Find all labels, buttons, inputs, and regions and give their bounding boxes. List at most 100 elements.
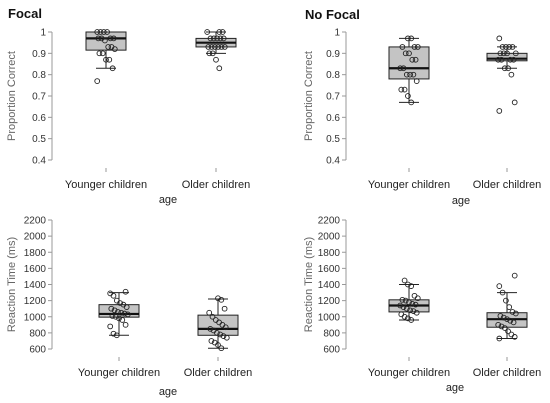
data-point [222,324,229,331]
data-point [217,35,224,42]
data-point [506,44,513,50]
y-tick-label: 1200 [24,296,47,307]
data-point [218,44,225,50]
data-point [111,307,118,314]
data-point [506,304,513,310]
data-point [117,300,123,306]
data-point [403,305,410,312]
data-point [412,301,419,308]
data-point [501,65,508,72]
data-point [508,331,515,338]
data-point [123,304,130,310]
x-category-label: Younger children [368,179,450,191]
data-point [411,44,418,50]
data-point [94,78,101,84]
y-tick-label: 0.5 [32,134,46,145]
y-tick-label: 0.5 [326,134,340,145]
data-point [405,35,411,42]
data-point [401,86,408,93]
data-point [401,313,408,320]
data-point [205,44,212,50]
data-point [505,328,511,335]
y-tick-label: 1 [334,28,340,39]
data-point [399,44,406,50]
data-point [405,281,411,288]
data-point [215,44,222,50]
data-point [104,29,110,35]
data-point [498,56,505,63]
data-point [106,56,113,63]
data-point [405,315,411,322]
x-category-label: Younger children [78,367,160,379]
data-point [107,35,114,42]
data-point [206,309,213,316]
data-point [219,29,226,35]
data-point [409,56,416,63]
data-point [511,272,518,279]
data-point [217,331,224,338]
panel-title: Focal [8,6,42,21]
y-tick-label: 0.9 [32,49,46,60]
y-tick-label: 0.7 [326,92,340,103]
data-point [400,304,407,310]
data-point [403,71,410,78]
data-point [408,283,415,289]
x-axis-title: age [159,194,177,206]
data-point [210,35,217,42]
data-point [500,314,507,321]
data-point [214,35,220,42]
data-point [499,289,506,296]
data-point [411,292,418,299]
x-axis-title: age [446,382,464,394]
y-tick-label: 0.9 [326,49,340,60]
data-point [510,56,517,63]
data-point [399,296,406,303]
data-point [115,309,121,315]
y-tick-label: 1800 [24,248,47,259]
data-point [108,305,115,312]
y-tick-label: 1600 [24,264,47,275]
y-tick-label: 0.8 [32,70,46,81]
data-point [109,313,116,319]
data-point [116,315,122,322]
y-tick-label: 800 [323,328,340,339]
data-point [220,35,227,42]
data-point [500,50,507,57]
data-point [495,56,502,63]
data-point [214,330,220,336]
data-point [209,313,216,320]
data-point [508,71,515,78]
data-point [496,283,503,289]
data-point [510,319,517,326]
panel-title: No Focal [305,7,360,22]
data-point [220,333,227,339]
x-category-label: Older children [182,179,250,191]
y-tick-label: 1400 [318,280,341,291]
data-point [407,307,413,314]
data-point [410,308,417,314]
y-tick-label: 1200 [318,296,341,307]
data-point [413,78,420,84]
data-point [96,50,103,57]
data-point [122,288,129,295]
data-point [218,345,225,352]
data-point [113,297,120,304]
data-point [402,297,409,304]
data-point [496,108,503,114]
data-point [94,29,101,35]
y-tick-label: 600 [29,345,46,356]
data-point [414,44,421,50]
data-point [401,277,408,284]
data-point [121,310,128,317]
data-point [100,29,107,35]
y-tick-label: 800 [29,328,46,339]
data-point [501,325,508,331]
data-point [113,332,120,339]
data-point [495,321,502,328]
y-tick-label: 2000 [24,232,47,243]
y-tick-label: 1600 [318,264,341,275]
data-point [405,93,411,99]
y-tick-label: 0.4 [326,156,340,167]
data-point [112,313,119,320]
y-tick-label: 1400 [24,280,47,291]
